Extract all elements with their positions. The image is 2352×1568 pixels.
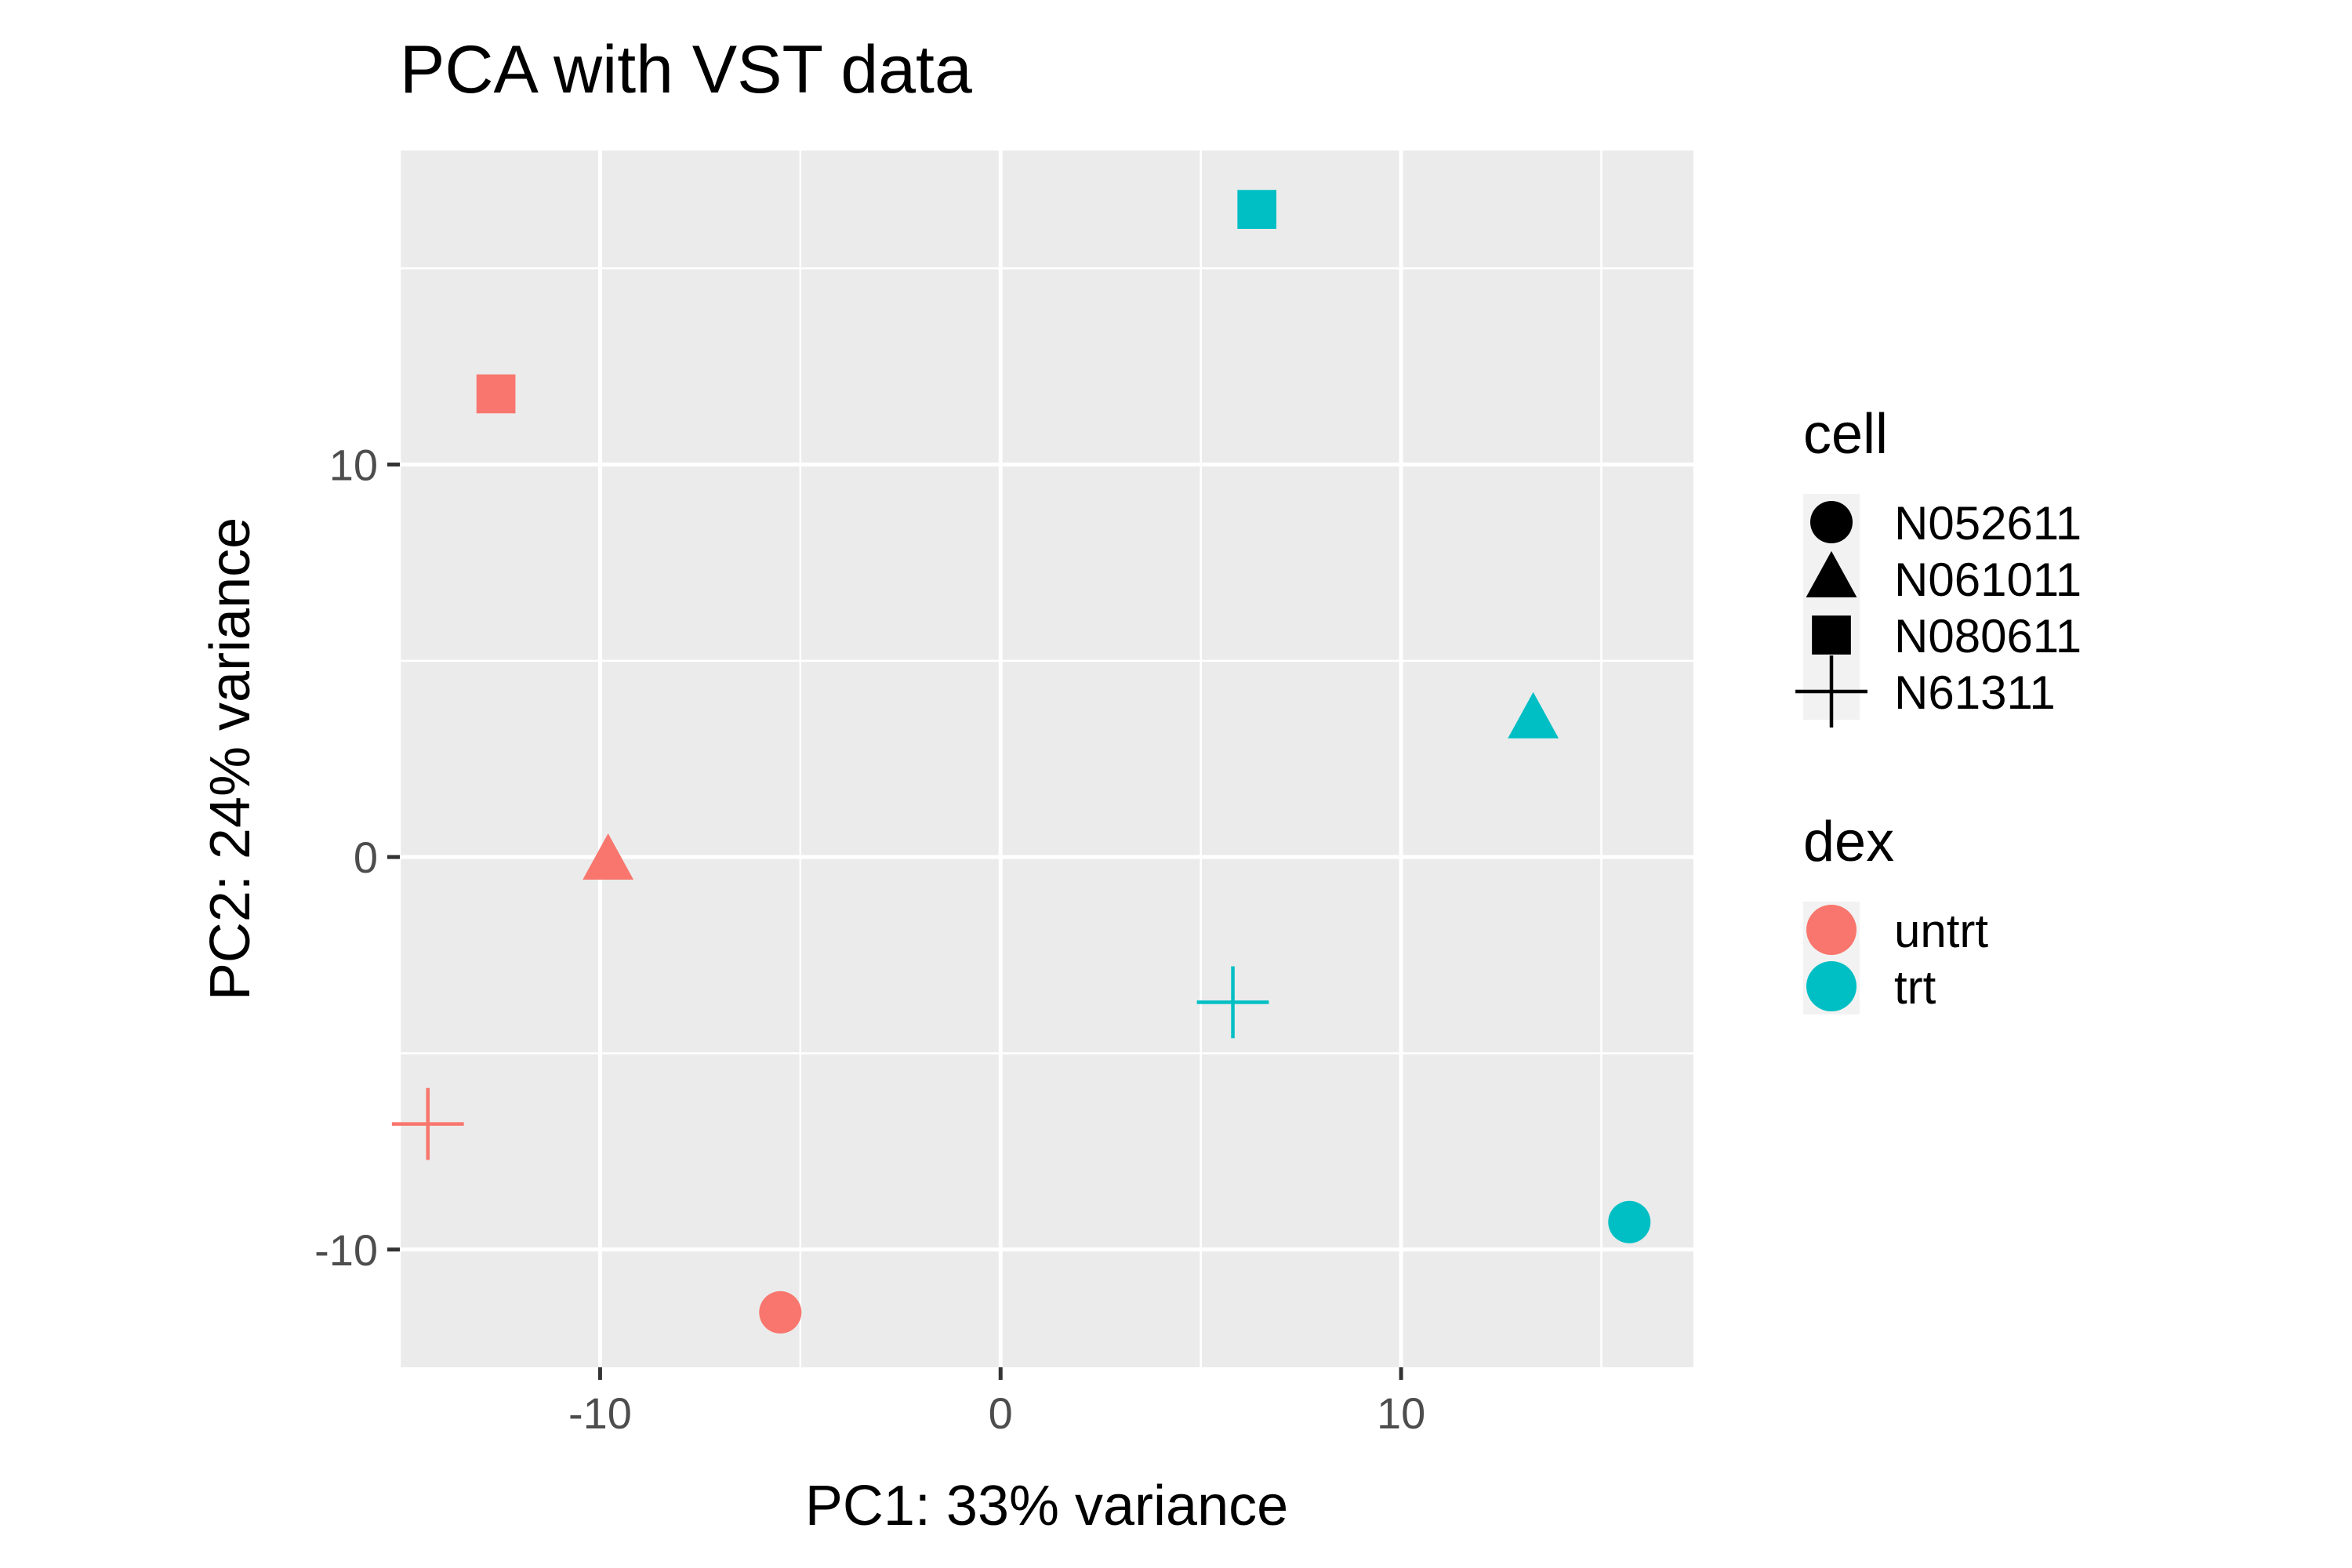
legend-title-cell: cell bbox=[1803, 403, 1888, 466]
x-axis-label: PC1: 33% variance bbox=[805, 1475, 1288, 1537]
data-points bbox=[391, 190, 1651, 1334]
point-n080611-trt bbox=[1237, 190, 1277, 229]
legend-label-n61311: N61311 bbox=[1894, 666, 2056, 719]
axes: -10 0 10 -10 0 10 bbox=[314, 441, 1425, 1438]
legend-key-square-icon bbox=[1812, 615, 1851, 655]
point-n061011-trt bbox=[1508, 691, 1559, 739]
legend-key-circle-icon bbox=[1810, 501, 1853, 543]
legend-label-untrt: untrt bbox=[1894, 905, 1988, 957]
plot-panel bbox=[400, 151, 1693, 1367]
legend-title-dex: dex bbox=[1803, 811, 1894, 873]
y-tick-label: 10 bbox=[329, 441, 378, 490]
legend-label-trt: trt bbox=[1894, 961, 1936, 1014]
x-tick-label: 10 bbox=[1377, 1388, 1425, 1438]
legend-label-n080611: N080611 bbox=[1894, 610, 2082, 662]
chart-title: PCA with VST data bbox=[400, 32, 972, 107]
legend-key-triangle-icon bbox=[1806, 550, 1857, 597]
y-axis-label: PC2: 24% variance bbox=[199, 517, 262, 1000]
legend-key-plus-icon bbox=[1795, 655, 1867, 728]
point-n080611-untrt bbox=[476, 374, 516, 414]
legend-key-color-icon bbox=[1806, 905, 1857, 955]
y-tick-label: -10 bbox=[314, 1225, 378, 1275]
point-n052611-untrt bbox=[759, 1290, 802, 1334]
point-n61311-untrt bbox=[391, 1087, 464, 1160]
point-n061011-untrt bbox=[583, 833, 634, 880]
y-tick-label: 0 bbox=[354, 833, 378, 882]
legend-label-n052611: N052611 bbox=[1894, 497, 2082, 550]
x-tick-label: 0 bbox=[989, 1388, 1013, 1438]
legend-label-n061011: N061011 bbox=[1894, 554, 2082, 606]
legend-key-color-icon bbox=[1806, 961, 1857, 1011]
point-n61311-trt bbox=[1196, 966, 1269, 1039]
x-tick-label: -10 bbox=[568, 1388, 632, 1438]
point-n052611-trt bbox=[1608, 1200, 1651, 1243]
grid-minor bbox=[398, 151, 1693, 1367]
